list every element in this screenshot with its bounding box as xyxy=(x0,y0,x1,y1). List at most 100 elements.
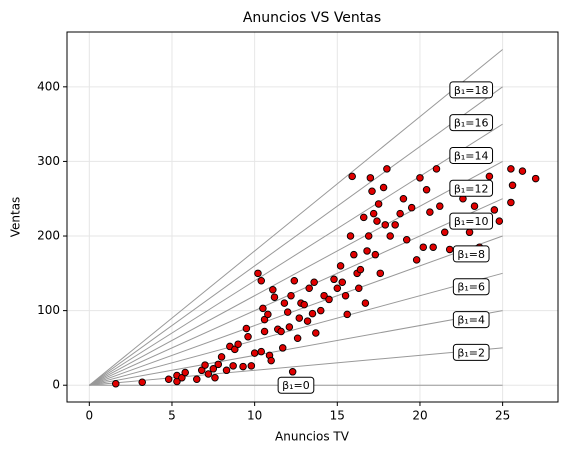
point xyxy=(278,344,287,352)
point xyxy=(386,232,394,240)
point xyxy=(436,202,444,210)
reference-line xyxy=(89,198,503,386)
point xyxy=(287,291,295,300)
point xyxy=(465,228,474,237)
point xyxy=(290,277,299,285)
point xyxy=(359,213,368,222)
point xyxy=(214,360,223,369)
reference-line xyxy=(89,123,503,386)
point xyxy=(373,217,381,225)
point xyxy=(285,323,294,331)
reference-line xyxy=(89,310,503,386)
reference-line xyxy=(89,347,503,386)
point xyxy=(247,362,256,370)
point xyxy=(259,304,267,313)
x-tick-label: 0 xyxy=(85,409,93,423)
point xyxy=(320,291,328,300)
point xyxy=(364,232,373,240)
point xyxy=(361,299,370,307)
point xyxy=(419,243,428,251)
point xyxy=(231,345,239,354)
point xyxy=(343,310,351,319)
point xyxy=(422,186,431,194)
point xyxy=(330,275,338,284)
line-label: β₁=2 xyxy=(452,343,490,361)
label-box xyxy=(449,146,494,164)
point xyxy=(470,202,479,210)
point xyxy=(181,368,189,377)
point xyxy=(217,353,226,361)
point xyxy=(507,165,515,173)
x-axis-label: Anuncios TV xyxy=(275,430,350,444)
point xyxy=(363,247,371,255)
point xyxy=(234,340,242,348)
point xyxy=(254,269,262,278)
point xyxy=(112,379,120,388)
point xyxy=(371,250,380,259)
line-label-text: β₁=10 xyxy=(454,215,489,228)
label-box xyxy=(449,114,494,132)
line-label: β₁=10 xyxy=(449,212,494,230)
label-box xyxy=(452,278,490,296)
y-tick-label: 200 xyxy=(37,229,60,243)
point xyxy=(197,366,206,375)
point xyxy=(355,284,363,292)
line-label: β₁=8 xyxy=(452,245,490,263)
point xyxy=(178,374,186,382)
point xyxy=(346,232,355,240)
point xyxy=(350,250,358,259)
point xyxy=(374,200,383,208)
label-box xyxy=(277,376,315,394)
line-label-text: β₁=8 xyxy=(457,248,485,261)
line-label-text: β₁=14 xyxy=(454,149,489,162)
point xyxy=(366,174,375,182)
line-label: β₁=6 xyxy=(452,278,490,296)
reference-line xyxy=(89,49,503,386)
line-label: β₁=16 xyxy=(449,114,494,132)
line-label: β₁=14 xyxy=(449,146,494,164)
point xyxy=(288,368,297,376)
point xyxy=(283,308,292,316)
point xyxy=(222,366,231,375)
point xyxy=(257,277,266,285)
point xyxy=(432,165,441,173)
reference-line xyxy=(89,86,503,386)
line-label-text: β₁=16 xyxy=(454,117,489,130)
point xyxy=(239,362,247,371)
reference-line xyxy=(89,235,503,386)
point xyxy=(308,309,317,318)
point xyxy=(267,356,275,365)
point xyxy=(325,295,333,304)
point xyxy=(277,327,285,336)
x-tick-label: 25 xyxy=(495,409,510,423)
line-label: β₁=18 xyxy=(449,81,494,99)
point xyxy=(338,278,347,287)
point xyxy=(209,365,218,373)
line-label-text: β₁=2 xyxy=(457,346,485,359)
point xyxy=(381,221,389,229)
y-tick-label: 400 xyxy=(37,79,60,93)
point xyxy=(138,378,146,386)
point xyxy=(383,165,391,173)
line-label-text: β₁=12 xyxy=(454,182,489,195)
point xyxy=(204,370,213,378)
point xyxy=(518,167,527,175)
chart-title: Anuncios VS Ventas xyxy=(243,10,381,26)
point xyxy=(303,317,312,325)
point xyxy=(300,300,308,309)
point xyxy=(445,245,454,254)
point xyxy=(280,299,289,307)
reference-line xyxy=(89,272,503,386)
y-axis-label: Ventas xyxy=(9,197,23,238)
point xyxy=(229,362,237,370)
point xyxy=(317,306,325,315)
point xyxy=(407,203,416,212)
point xyxy=(264,310,272,319)
point xyxy=(333,284,342,292)
point xyxy=(242,324,251,333)
point xyxy=(369,209,378,218)
label-box xyxy=(452,343,490,361)
label-box xyxy=(452,245,490,263)
point xyxy=(416,174,424,182)
point xyxy=(244,332,252,341)
